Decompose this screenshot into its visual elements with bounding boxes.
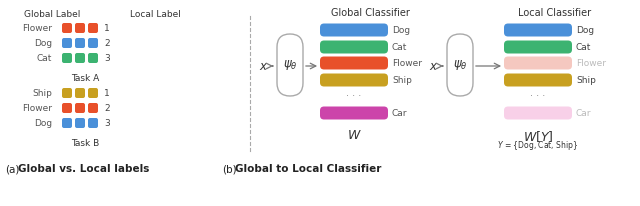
Text: Global Label: Global Label [24, 10, 80, 19]
Text: Ship: Ship [392, 76, 412, 84]
FancyBboxPatch shape [62, 23, 72, 33]
Text: 3: 3 [104, 54, 109, 62]
FancyBboxPatch shape [62, 118, 72, 128]
FancyBboxPatch shape [62, 53, 72, 63]
Text: 3: 3 [104, 118, 109, 128]
Text: Global vs. Local labels: Global vs. Local labels [18, 164, 149, 174]
Text: Dog: Dog [576, 26, 594, 34]
Text: Task A: Task A [71, 74, 99, 83]
Text: $Y$ = {Dog, Cat, Ship}: $Y$ = {Dog, Cat, Ship} [497, 139, 579, 152]
FancyBboxPatch shape [62, 103, 72, 113]
Text: 2: 2 [104, 39, 109, 48]
FancyBboxPatch shape [320, 74, 388, 87]
Text: Dog: Dog [34, 118, 52, 128]
Text: $\psi_\theta$: $\psi_\theta$ [283, 58, 298, 72]
Text: Cat: Cat [576, 42, 591, 52]
Text: Cat: Cat [36, 54, 52, 62]
FancyBboxPatch shape [88, 103, 98, 113]
FancyBboxPatch shape [62, 38, 72, 48]
FancyBboxPatch shape [88, 88, 98, 98]
FancyBboxPatch shape [504, 23, 572, 36]
FancyBboxPatch shape [75, 53, 85, 63]
Text: 1: 1 [104, 23, 109, 33]
Text: $x$: $x$ [259, 60, 269, 73]
FancyBboxPatch shape [75, 103, 85, 113]
Text: (a): (a) [5, 164, 19, 174]
Text: Car: Car [392, 109, 408, 117]
FancyBboxPatch shape [88, 53, 98, 63]
FancyBboxPatch shape [75, 38, 85, 48]
Text: (b): (b) [222, 164, 237, 174]
Text: Flower: Flower [392, 59, 422, 68]
Text: $\psi_\theta$: $\psi_\theta$ [452, 58, 467, 72]
Text: Task B: Task B [71, 139, 99, 148]
FancyBboxPatch shape [88, 118, 98, 128]
Text: 2: 2 [104, 103, 109, 112]
FancyBboxPatch shape [88, 23, 98, 33]
FancyBboxPatch shape [320, 41, 388, 54]
FancyBboxPatch shape [277, 34, 303, 96]
Text: Flower: Flower [576, 59, 606, 68]
Text: Cat: Cat [392, 42, 408, 52]
FancyBboxPatch shape [88, 38, 98, 48]
Text: Ship: Ship [32, 89, 52, 97]
FancyBboxPatch shape [320, 56, 388, 69]
Text: Dog: Dog [34, 39, 52, 48]
Text: Global to Local Classifier: Global to Local Classifier [235, 164, 381, 174]
FancyBboxPatch shape [504, 56, 572, 69]
Text: Local Classifier: Local Classifier [518, 8, 591, 18]
FancyBboxPatch shape [504, 107, 572, 119]
Text: Local Label: Local Label [129, 10, 180, 19]
FancyBboxPatch shape [320, 107, 388, 119]
Text: 1: 1 [104, 89, 109, 97]
Text: Flower: Flower [22, 23, 52, 33]
Text: · · ·: · · · [531, 91, 546, 101]
Text: $W$: $W$ [347, 129, 362, 142]
Text: $W[Y]$: $W[Y]$ [523, 129, 554, 144]
Text: Global Classifier: Global Classifier [331, 8, 410, 18]
Text: $x$: $x$ [429, 60, 438, 73]
FancyBboxPatch shape [75, 88, 85, 98]
FancyBboxPatch shape [504, 41, 572, 54]
Text: Flower: Flower [22, 103, 52, 112]
FancyBboxPatch shape [504, 74, 572, 87]
FancyBboxPatch shape [75, 23, 85, 33]
FancyBboxPatch shape [447, 34, 473, 96]
FancyBboxPatch shape [320, 23, 388, 36]
FancyBboxPatch shape [75, 118, 85, 128]
FancyBboxPatch shape [62, 88, 72, 98]
Text: Dog: Dog [392, 26, 410, 34]
Text: Car: Car [576, 109, 591, 117]
Text: Ship: Ship [576, 76, 596, 84]
Text: · · ·: · · · [346, 91, 362, 101]
